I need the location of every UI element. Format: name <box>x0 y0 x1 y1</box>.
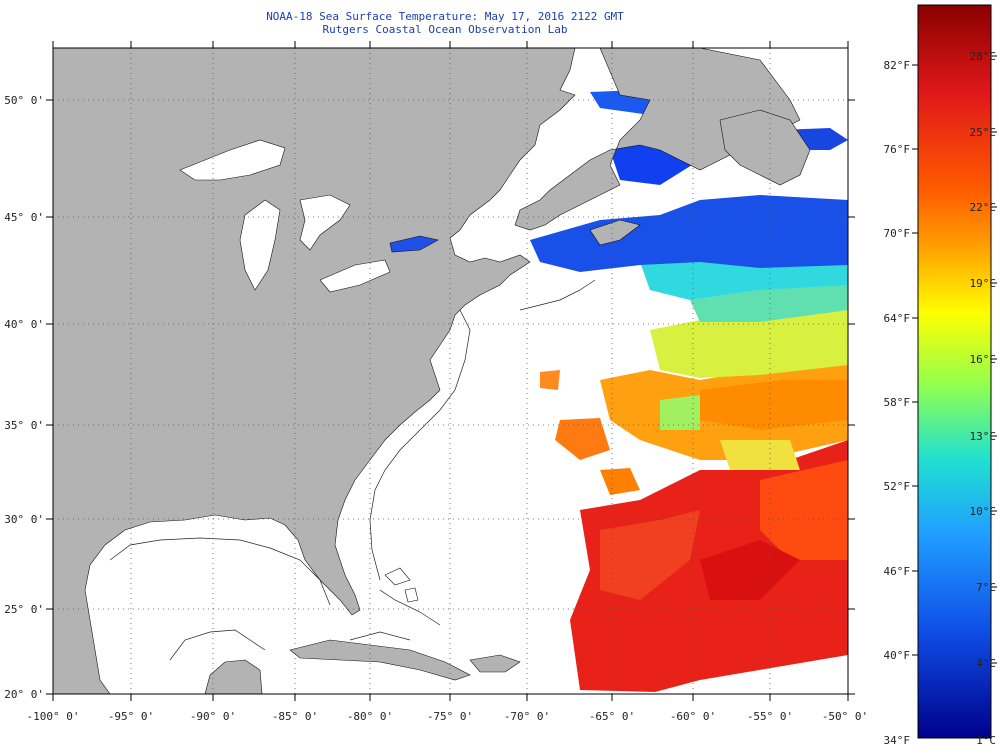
fahrenheit-label: 64°F <box>884 312 911 325</box>
fahrenheit-label: 46°F <box>884 565 911 578</box>
yucatan-land <box>204 659 263 694</box>
celsius-label: 13°C <box>970 430 997 443</box>
lon-label: -60° 0' <box>670 710 716 723</box>
fahrenheit-label: 52°F <box>884 480 911 493</box>
celsius-label: 16°C <box>970 353 997 366</box>
fahrenheit-label: 58°F <box>884 396 911 409</box>
map-subtitle: Rutgers Coastal Ocean Observation Lab <box>322 23 568 36</box>
lon-label: -100° 0' <box>27 710 80 723</box>
lat-label: 35° 0' <box>4 419 44 432</box>
lon-label: -75° 0' <box>427 710 473 723</box>
newfoundland-land <box>719 109 811 186</box>
fahrenheit-label: 82°F <box>884 59 911 72</box>
celsius-label: 4°C <box>976 657 996 670</box>
lat-label: 40° 0' <box>4 318 44 331</box>
celsius-label: 28°C <box>970 50 997 63</box>
fahrenheit-label: 40°F <box>884 649 911 662</box>
lon-label: -85° 0' <box>272 710 318 723</box>
cuba-land <box>289 639 471 681</box>
lat-label: 25° 0' <box>4 603 44 616</box>
colorbar: 82°F 76°F 70°F 64°F 58°F 52°F 46°F 40°F … <box>884 4 997 747</box>
celsius-label: 25°C <box>970 126 997 139</box>
lat-label: 30° 0' <box>4 513 44 526</box>
fahrenheit-label: 76°F <box>884 143 911 156</box>
axis-ticks <box>46 41 855 701</box>
sst-data-layer <box>338 90 848 692</box>
lon-label: -50° 0' <box>822 710 868 723</box>
lat-label: 50° 0' <box>4 94 44 107</box>
celsius-label: 10°C <box>970 505 997 518</box>
lon-label: -65° 0' <box>589 710 635 723</box>
celsius-label: 19°C <box>970 277 997 290</box>
celsius-label: 22°C <box>970 201 997 214</box>
celsius-label: 1°C <box>976 734 996 747</box>
fahrenheit-label: 70°F <box>884 227 911 240</box>
north-america-land <box>53 48 576 694</box>
land-layer <box>53 48 811 694</box>
lon-labels: -100° 0' -95° 0' -90° 0' -85° 0' -80° 0'… <box>27 710 869 723</box>
map-title: NOAA-18 Sea Surface Temperature: May 17,… <box>266 10 624 23</box>
hispaniola-land <box>469 654 521 673</box>
lon-label: -90° 0' <box>190 710 236 723</box>
celsius-label: 7°C <box>976 581 996 594</box>
lon-label: -70° 0' <box>504 710 550 723</box>
lat-label: 20° 0' <box>4 688 44 701</box>
lon-label: -80° 0' <box>347 710 393 723</box>
lon-label: -55° 0' <box>747 710 793 723</box>
shelf-contours <box>109 279 596 661</box>
lon-label: -95° 0' <box>108 710 154 723</box>
fahrenheit-label: 34°F <box>884 734 911 747</box>
colorbar-gradient <box>917 4 992 739</box>
lat-label: 45° 0' <box>4 211 44 224</box>
lat-labels: 20° 0' 25° 0' 30° 0' 35° 0' 40° 0' 45° 0… <box>4 94 44 701</box>
